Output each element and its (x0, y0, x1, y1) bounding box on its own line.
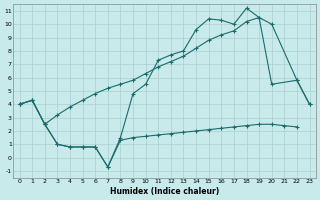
X-axis label: Humidex (Indice chaleur): Humidex (Indice chaleur) (110, 187, 219, 196)
